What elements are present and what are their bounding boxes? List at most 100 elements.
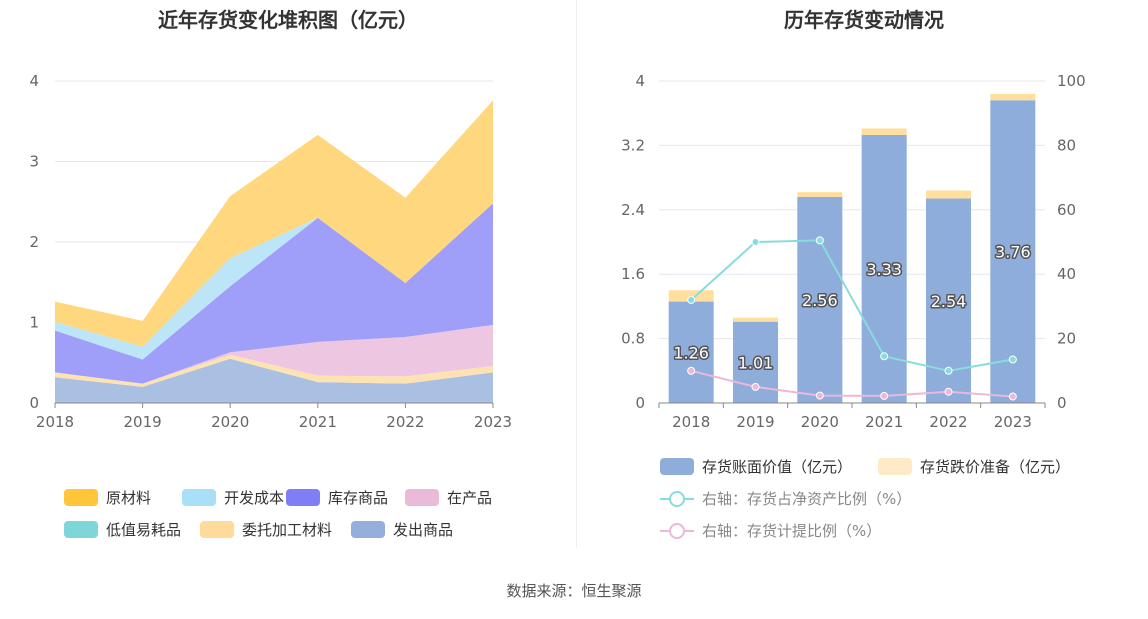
legend-label: 原材料 (106, 489, 152, 507)
line-point (880, 352, 889, 361)
legend-label: 开发成本 (224, 489, 285, 507)
right-chart-title: 历年存货变动情况 (784, 8, 944, 32)
left-x-tick-label: 2018 (36, 413, 74, 431)
bar-book-value (797, 196, 843, 403)
right-y-tick-label: 4 (635, 72, 645, 90)
legend-label: 存货跌价准备（亿元） (920, 458, 1071, 476)
legend-label: 右轴：存货占净资产比例（%） (702, 490, 912, 508)
legend-marker (669, 523, 685, 539)
right-y2-tick-label: 40 (1057, 265, 1076, 283)
legend-swatch (878, 458, 912, 475)
right-x-tick-label: 2019 (736, 413, 774, 431)
line-net-asset-ratio (690, 239, 1014, 372)
area-开发成本 (55, 203, 493, 360)
legend-item[interactable]: 库存商品 (286, 487, 388, 508)
legend-marker (669, 491, 685, 507)
bar-impairment (925, 190, 972, 199)
legend-item[interactable]: 在产品 (405, 487, 492, 508)
legend-label: 发出商品 (393, 521, 454, 539)
right-y-tick-label: 0.8 (621, 330, 645, 348)
left-chart-title: 近年存货变化堆积图（亿元） (158, 8, 418, 32)
bar-value-label: 3.76 (995, 243, 1031, 262)
line-point (815, 236, 824, 245)
legend-item[interactable]: 委托加工材料 (200, 519, 332, 540)
bar-impairment (668, 290, 714, 302)
right-y-tick-label: 3.2 (621, 136, 645, 154)
area-发出商品 (55, 358, 493, 403)
legend-item[interactable]: 右轴：存货占净资产比例（%） (660, 488, 911, 509)
line-point (751, 238, 760, 246)
line-point (687, 295, 696, 304)
legend-swatch (200, 521, 234, 538)
area-委托加工材料 (55, 354, 493, 387)
area-原材料 (55, 100, 493, 347)
data-source: 数据来源：恒生聚源 (506, 582, 642, 600)
panel-divider (576, 0, 577, 548)
bar-impairment (732, 317, 779, 322)
legend-swatch (351, 521, 385, 538)
legend-swatch (660, 522, 694, 539)
bar-value-label: 3.33 (866, 260, 902, 279)
line-point (944, 387, 953, 396)
bar-value-label: 2.54 (931, 292, 967, 311)
bar-value-label: 1.01 (738, 353, 774, 372)
legend-label: 存货账面价值（亿元） (702, 458, 853, 476)
right-y-tick-label: 2.4 (621, 201, 645, 219)
right-x-tick-label: 2021 (865, 413, 903, 431)
legend-item[interactable]: 发出商品 (351, 519, 453, 540)
line-point (751, 382, 760, 391)
left-y-tick-label: 1 (29, 314, 39, 332)
right-x-tick-label: 2023 (994, 413, 1032, 431)
legend-swatch (660, 458, 694, 475)
legend-item[interactable]: 右轴：存货计提比例（%） (660, 520, 881, 541)
left-y-tick-label: 0 (29, 394, 39, 412)
right-y2-tick-label: 60 (1057, 201, 1076, 219)
legend-swatch (660, 490, 694, 507)
legend-item[interactable]: 存货跌价准备（亿元） (878, 456, 1070, 477)
left-y-tick-label: 4 (29, 72, 39, 90)
legend-item[interactable]: 低值易耗品 (64, 519, 181, 540)
left-y-tick-label: 2 (29, 233, 39, 251)
legend-item[interactable]: 开发成本 (182, 487, 284, 508)
legend-label: 在产品 (447, 489, 493, 507)
legend-item[interactable]: 存货账面价值（亿元） (660, 456, 852, 477)
left-y-tick-label: 3 (29, 153, 39, 171)
bar-value-label: 2.56 (802, 291, 838, 310)
bar-book-value (990, 100, 1036, 403)
legend-item[interactable]: 原材料 (64, 487, 151, 508)
right-x-tick-label: 2022 (929, 413, 967, 431)
right-y2-tick-label: 20 (1057, 330, 1076, 348)
legend-label: 库存商品 (328, 489, 389, 507)
right-x-tick-label: 2018 (672, 413, 710, 431)
legend-label: 委托加工材料 (242, 521, 333, 539)
line-point (687, 366, 696, 375)
line-point (1008, 355, 1017, 364)
right-y2-tick-label: 80 (1057, 136, 1076, 154)
right-x-tick-label: 2020 (801, 413, 839, 431)
legend-label: 右轴：存货计提比例（%） (702, 522, 882, 540)
legend-label: 低值易耗品 (106, 521, 182, 539)
right-y2-tick-label: 100 (1057, 72, 1086, 90)
bar-book-value (668, 301, 714, 403)
legend-swatch (64, 521, 98, 538)
legend-swatch (182, 489, 216, 506)
right-y2-tick-label: 0 (1057, 394, 1067, 412)
bar-value-label: 1.26 (673, 343, 709, 362)
bar-impairment (797, 192, 843, 197)
left-x-tick-label: 2021 (299, 413, 337, 431)
legend-swatch (286, 489, 320, 506)
right-y-tick-label: 1.6 (621, 265, 645, 283)
area-库存商品 (55, 203, 493, 384)
line-point (944, 366, 953, 375)
area-在产品 (55, 324, 493, 384)
bar-impairment (990, 93, 1036, 101)
left-x-tick-label: 2022 (386, 413, 424, 431)
line-point (880, 391, 889, 400)
legend-swatch (405, 489, 439, 506)
legend-swatch (64, 489, 98, 506)
left-x-tick-label: 2020 (211, 413, 249, 431)
left-x-tick-label: 2023 (474, 413, 512, 431)
line-point (1008, 392, 1017, 401)
left-x-tick-label: 2019 (124, 413, 162, 431)
